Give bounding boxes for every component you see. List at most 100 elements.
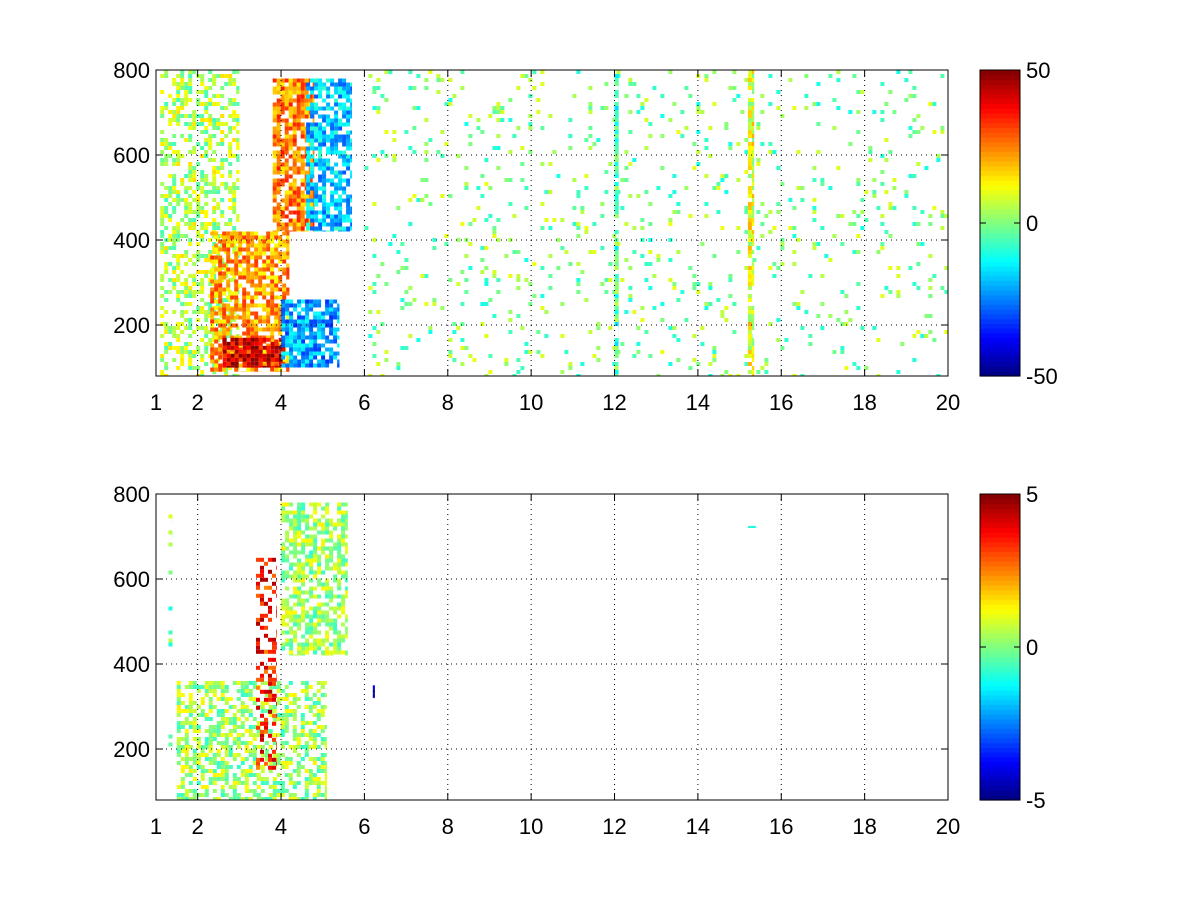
heatmap-cell — [464, 290, 469, 294]
heatmap-cell — [292, 86, 297, 91]
heatmap-cell — [168, 630, 173, 635]
heatmap-cell — [337, 502, 342, 507]
heatmap-cell — [234, 303, 239, 308]
heatmap-cell — [322, 134, 327, 139]
heatmap-cell — [289, 610, 294, 615]
heatmap-cell — [346, 134, 351, 139]
heatmap-cell — [751, 178, 755, 182]
heatmap-cell — [276, 629, 277, 634]
heatmap-cell — [341, 538, 346, 543]
heatmap-cell — [262, 315, 267, 320]
heatmap-cell — [220, 785, 225, 789]
heatmap-cell — [305, 526, 310, 531]
heatmap-cell — [338, 78, 343, 83]
heatmap-cell — [218, 271, 223, 276]
heatmap-cell — [176, 705, 181, 709]
heatmap-cell — [208, 330, 213, 334]
heatmap-cell — [337, 542, 342, 547]
heatmap-cell — [258, 335, 263, 340]
heatmap-cell — [288, 138, 293, 143]
heatmap-cell — [884, 158, 889, 162]
heatmap-cell — [204, 138, 209, 142]
heatmap-cell — [254, 319, 259, 324]
heatmap-cell — [297, 578, 302, 583]
heatmap-cell — [317, 363, 322, 368]
heatmap-cell — [260, 781, 265, 785]
heatmap-cell — [342, 114, 347, 119]
heatmap-cell — [234, 239, 239, 244]
heatmap-cell — [160, 114, 165, 118]
heatmap-cell — [289, 594, 294, 599]
heatmap-cell — [304, 797, 309, 800]
colorbar-swatch — [980, 304, 1020, 310]
heatmap-cell — [272, 641, 276, 646]
heatmap-cell — [333, 630, 338, 635]
heatmap-cell — [614, 174, 619, 178]
heatmap-cell — [912, 86, 917, 90]
heatmap-cell — [296, 186, 301, 191]
heatmap-cell — [309, 586, 314, 591]
heatmap-cell — [296, 226, 301, 231]
heatmap-cell — [164, 330, 169, 334]
heatmap-cell — [614, 106, 619, 110]
heatmap-cell — [747, 82, 752, 86]
heatmap-cell — [334, 82, 339, 87]
heatmap-cell — [240, 705, 245, 709]
heatmap-cell — [313, 343, 318, 348]
heatmap-cell — [272, 194, 277, 199]
heatmap-cell — [350, 194, 352, 199]
heatmap-cell — [188, 302, 193, 306]
heatmap-cell — [289, 351, 294, 356]
heatmap-cell — [278, 303, 283, 308]
heatmap-cell — [716, 186, 721, 190]
heatmap-cell — [440, 78, 445, 82]
heatmap-cell — [614, 198, 619, 202]
heatmap-cell — [317, 303, 322, 308]
heatmap-cell — [240, 773, 245, 777]
heatmap-cell — [180, 793, 185, 797]
heatmap-cell — [342, 230, 347, 232]
heatmap-cell — [196, 234, 201, 238]
heatmap-cell — [436, 74, 441, 78]
heatmap-cell — [880, 170, 885, 174]
heatmap-cell — [330, 178, 335, 183]
heatmap-cell — [188, 342, 193, 346]
heatmap-cell — [264, 721, 268, 726]
heatmap-cell — [220, 198, 225, 202]
heatmap-cell — [318, 134, 323, 139]
heatmap-cell — [176, 334, 181, 338]
heatmap-cell — [270, 339, 275, 344]
heatmap-cell — [192, 330, 197, 334]
heatmap-cell — [200, 793, 205, 797]
heatmap-cell — [334, 174, 339, 179]
heatmap-cell — [254, 263, 259, 268]
heatmap-cell — [296, 218, 301, 223]
heatmap-cell — [250, 251, 255, 256]
heatmap-cell — [214, 359, 219, 364]
heatmap-cell — [288, 174, 293, 179]
heatmap-cell — [272, 637, 276, 642]
colorbar-swatch — [980, 776, 1020, 782]
heatmap-cell — [200, 222, 205, 226]
heatmap-cell — [588, 146, 593, 150]
heatmap-cell — [246, 231, 251, 236]
heatmap-cell — [204, 741, 209, 745]
colorbar-swatch — [980, 127, 1020, 133]
heatmap-cell — [280, 206, 285, 211]
heatmap-cell — [588, 126, 593, 130]
heatmap-cell — [744, 150, 749, 154]
colorbar-swatch — [980, 246, 1020, 253]
heatmap-cell — [584, 186, 589, 190]
y-tick-label: 200 — [113, 313, 150, 338]
heatmap-cell — [614, 254, 619, 258]
heatmap-cell — [234, 283, 239, 288]
heatmap-cell — [268, 585, 272, 590]
heatmap-cell — [284, 206, 289, 211]
heatmap-cell — [341, 610, 346, 615]
heatmap-cell — [316, 785, 321, 789]
heatmap-cell — [321, 359, 326, 364]
heatmap-cell — [234, 287, 239, 292]
heatmap-cell — [280, 214, 285, 219]
heatmap-cell — [310, 174, 315, 179]
heatmap-cell — [236, 142, 240, 146]
